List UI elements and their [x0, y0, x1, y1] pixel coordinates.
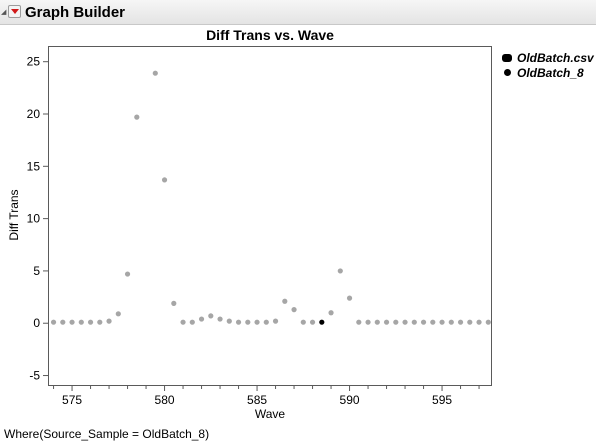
- x-tick-label: 585: [247, 393, 267, 407]
- y-tick-label: -5: [29, 369, 40, 383]
- data-point-oldbatch-csv[interactable]: [402, 319, 408, 325]
- data-point-oldbatch-csv[interactable]: [217, 316, 223, 322]
- data-point-oldbatch-csv[interactable]: [263, 319, 269, 325]
- x-tick-label: 590: [340, 393, 360, 407]
- chart-title: Diff Trans vs. Wave: [206, 27, 334, 43]
- data-point-oldbatch-csv[interactable]: [171, 300, 177, 306]
- data-point-oldbatch-csv[interactable]: [180, 319, 186, 325]
- data-point-oldbatch-csv[interactable]: [282, 298, 288, 304]
- disclosure-icon[interactable]: ◢: [1, 8, 7, 16]
- data-point-oldbatch-csv[interactable]: [272, 318, 279, 324]
- data-point-oldbatch-csv[interactable]: [309, 319, 316, 325]
- data-point-oldbatch-csv[interactable]: [152, 70, 158, 76]
- data-point-oldbatch-csv[interactable]: [69, 319, 75, 325]
- legend-label: OldBatch_8: [517, 66, 584, 80]
- x-axis-label: Wave: [254, 407, 286, 421]
- x-tick-label: 595: [432, 393, 452, 407]
- data-point-oldbatch-csv[interactable]: [115, 311, 121, 317]
- data-point-oldbatch-csv[interactable]: [337, 268, 343, 274]
- data-point-oldbatch-csv[interactable]: [208, 313, 214, 319]
- data-point-oldbatch-csv[interactable]: [448, 319, 454, 325]
- data-point-oldbatch-csv[interactable]: [87, 319, 94, 325]
- data-point-oldbatch-csv[interactable]: [383, 319, 390, 325]
- y-tick-label: 5: [33, 264, 40, 278]
- data-point-oldbatch-csv[interactable]: [106, 318, 112, 324]
- data-point-oldbatch-csv[interactable]: [300, 319, 306, 325]
- data-point-oldbatch-csv[interactable]: [476, 319, 482, 325]
- data-point-oldbatch-csv[interactable]: [78, 319, 84, 325]
- data-point-oldbatch-csv[interactable]: [189, 319, 195, 325]
- y-tick-label: 0: [33, 316, 40, 330]
- data-point-oldbatch-csv[interactable]: [356, 319, 362, 325]
- data-point-oldbatch-csv[interactable]: [485, 319, 491, 325]
- y-axis: -5 0 5 10 15 20 25: [27, 55, 48, 383]
- data-point-oldbatch-csv[interactable]: [457, 319, 464, 325]
- y-tick-label: 10: [27, 212, 41, 226]
- data-point-oldbatch-csv[interactable]: [365, 319, 371, 325]
- plot-area[interactable]: [48, 46, 492, 386]
- data-point-oldbatch-csv[interactable]: [374, 319, 380, 325]
- data-point-oldbatch-csv[interactable]: [226, 318, 232, 324]
- legend-label: OldBatch.csv: [517, 51, 594, 65]
- data-point-oldbatch-csv[interactable]: [420, 319, 427, 325]
- app-title: Graph Builder: [25, 4, 126, 21]
- data-point-oldbatch-csv[interactable]: [291, 307, 297, 313]
- where-clause: Where(Source_Sample = OldBatch_8): [4, 427, 210, 441]
- data-point-oldbatch-csv[interactable]: [161, 177, 168, 183]
- y-axis-label: Diff Trans: [7, 189, 21, 241]
- data-point-oldbatch-csv[interactable]: [328, 310, 334, 316]
- y-tick-label: 15: [27, 159, 41, 173]
- rounded-rect-marker-icon: [502, 54, 512, 62]
- data-point-oldbatch-csv[interactable]: [467, 319, 473, 325]
- data-point-oldbatch-csv[interactable]: [50, 319, 57, 325]
- data-point-oldbatch-csv[interactable]: [97, 319, 103, 325]
- data-points: [50, 70, 491, 325]
- data-point-oldbatch-csv[interactable]: [393, 319, 399, 325]
- data-point-oldbatch-csv[interactable]: [134, 114, 140, 120]
- x-axis: 575 580 585 590 595: [53, 386, 480, 407]
- y-tick-label: 20: [27, 107, 41, 121]
- data-point-oldbatch-csv[interactable]: [60, 319, 66, 325]
- data-point-oldbatch-8[interactable]: [319, 319, 325, 325]
- x-tick-label: 575: [62, 393, 82, 407]
- x-tick-label: 580: [155, 393, 175, 407]
- graph-builder-titlebar: ◢ Graph Builder: [0, 0, 596, 25]
- red-triangle-menu-icon[interactable]: [8, 5, 21, 18]
- data-point-oldbatch-csv[interactable]: [198, 316, 205, 322]
- data-point-oldbatch-csv[interactable]: [254, 319, 260, 325]
- data-point-oldbatch-csv[interactable]: [346, 295, 353, 301]
- data-point-oldbatch-csv[interactable]: [430, 319, 436, 325]
- data-point-oldbatch-csv[interactable]: [245, 319, 251, 325]
- data-point-oldbatch-csv[interactable]: [411, 319, 417, 325]
- data-point-oldbatch-csv[interactable]: [235, 319, 242, 325]
- data-point-oldbatch-csv[interactable]: [439, 319, 445, 325]
- y-tick-label: 25: [27, 55, 41, 69]
- dot-marker-icon: [504, 69, 511, 76]
- data-point-oldbatch-csv[interactable]: [124, 271, 131, 277]
